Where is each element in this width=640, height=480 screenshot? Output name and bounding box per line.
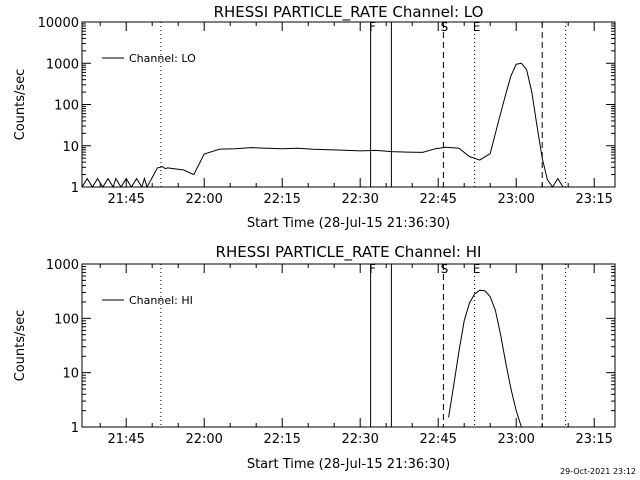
y-tick-label: 100 [54, 312, 79, 327]
panel-hi: RHESSI PARTICLE_RATE Channel: HI Counts/s… [13, 243, 616, 472]
x-tick-label: 22:30 [341, 192, 378, 207]
marker-label: F [369, 20, 376, 34]
footer-timestamp: 29-Oct-2021 23:12 [560, 467, 636, 476]
x-tick-label: 23:00 [497, 432, 534, 447]
x-tick-label: 22:00 [185, 192, 222, 207]
x-tick-label: 22:30 [341, 432, 378, 447]
chart-title: RHESSI PARTICLE_RATE Channel: HI [216, 243, 482, 262]
y-tick-label: 1 [71, 421, 79, 436]
x-axis-label: Start Time (28-Jul-15 21:36:30) [247, 216, 450, 231]
chart-title: RHESSI PARTICLE_RATE Channel: LO [214, 3, 484, 22]
x-tick-label: 23:15 [575, 432, 612, 447]
x-tick-label: 22:15 [263, 432, 300, 447]
x-tick-label: 22:00 [185, 432, 222, 447]
panel-lo: RHESSI PARTICLE_RATE Channel: LO Counts/s… [13, 3, 616, 231]
x-axis-label: Start Time (28-Jul-15 21:36:30) [247, 457, 450, 472]
marker-label: E [473, 20, 481, 34]
x-tick-label: 21:45 [107, 432, 144, 447]
marker-label: E [473, 262, 481, 276]
y-tick-label: 1000 [46, 57, 79, 72]
legend-label: Channel: LO [129, 52, 196, 65]
x-tick-label: 21:45 [107, 192, 144, 207]
series-line [448, 289, 522, 428]
plot-frame [81, 263, 616, 428]
x-tick-label: 22:45 [419, 192, 456, 207]
marker-label: F [369, 262, 376, 276]
marker-label: S [441, 20, 449, 34]
x-tick-label: 22:15 [263, 192, 300, 207]
series-line [81, 62, 564, 189]
x-tick-label: 22:45 [419, 432, 456, 447]
y-tick-label: 10000 [38, 16, 79, 31]
y-tick-label: 10 [62, 367, 79, 382]
y-tick-label: 1000 [46, 258, 79, 273]
marker-label: S [441, 262, 449, 276]
y-tick-label: 100 [54, 99, 79, 114]
legend-label: Channel: HI [129, 294, 193, 307]
y-axis-label: Counts/sec [13, 310, 28, 382]
plot-frame [81, 21, 616, 188]
x-tick-label: 23:00 [497, 192, 534, 207]
x-tick-label: 23:15 [575, 192, 612, 207]
y-tick-label: 10 [62, 140, 79, 155]
y-axis-label: Counts/sec [13, 69, 28, 141]
y-tick-label: 1 [71, 181, 79, 196]
